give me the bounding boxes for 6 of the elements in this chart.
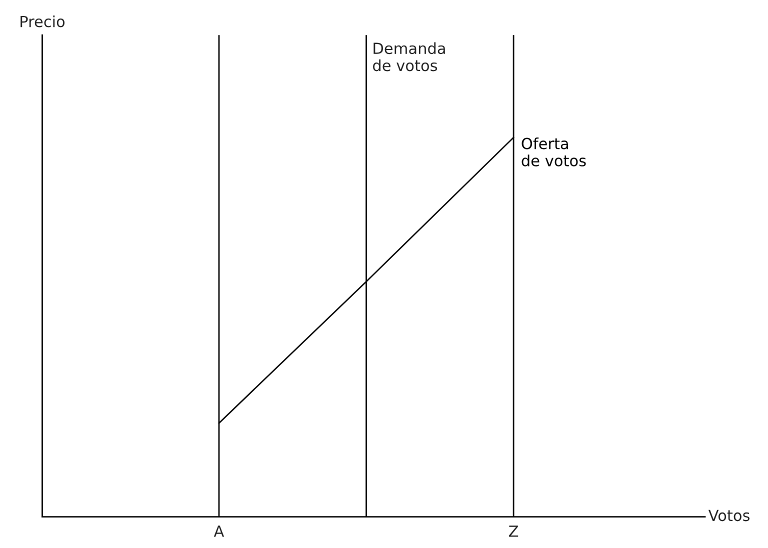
text: Precio xyxy=(20,15,65,28)
text: Demanda de votos xyxy=(373,42,445,72)
x-axis-title: Votos xyxy=(708,510,750,522)
series-label: Oferta de votos xyxy=(522,137,586,166)
x-tick-label: A xyxy=(214,526,224,537)
x-tick-label: Z xyxy=(509,526,518,537)
